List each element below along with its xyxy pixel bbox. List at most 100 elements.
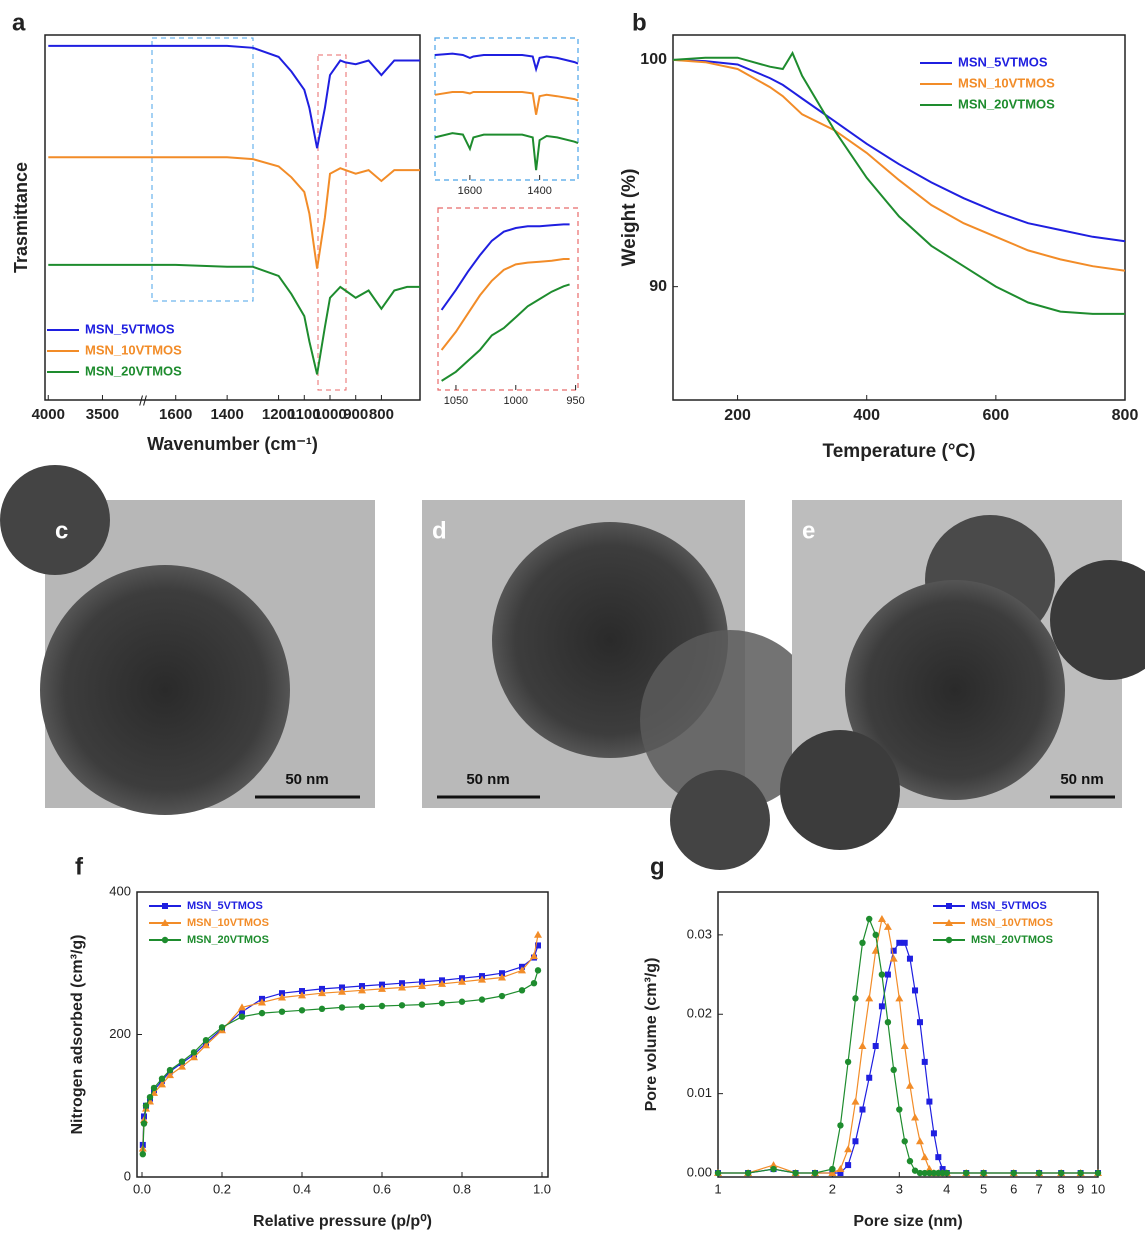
- legend-label: MSN_20VTMOS: [958, 96, 1055, 111]
- data-point: [745, 1170, 751, 1176]
- x-tick-label: 3500: [86, 406, 119, 423]
- data-point: [885, 972, 891, 978]
- x-tick-label: 1.0: [533, 1181, 551, 1196]
- data-point: [162, 903, 168, 909]
- series-line: [442, 259, 570, 350]
- series-line: [48, 265, 420, 375]
- scale-bar-label: 50 nm: [285, 771, 328, 788]
- x-tick-label: 0.0: [133, 1181, 151, 1196]
- series-line: [435, 133, 578, 170]
- data-point: [902, 940, 908, 946]
- data-point: [239, 1013, 245, 1019]
- data-point: [896, 940, 902, 946]
- data-point: [151, 1085, 157, 1091]
- data-point: [859, 940, 865, 946]
- x-tick-label: 200: [724, 407, 751, 424]
- series-line: [143, 935, 538, 1149]
- series-line: [143, 945, 538, 1145]
- data-point: [1095, 1170, 1101, 1176]
- data-point: [926, 1099, 932, 1105]
- x-tick-label: 0.4: [293, 1181, 311, 1196]
- x-tick-label: 1050: [444, 395, 468, 407]
- x-tick-label: 3: [896, 1181, 903, 1196]
- y-tick-label: 100: [640, 51, 667, 68]
- legend-label: MSN_5VTMOS: [85, 321, 175, 336]
- panel-label: e: [802, 517, 815, 544]
- data-point: [1077, 1170, 1083, 1176]
- plot-frame: [435, 38, 578, 180]
- data-point: [439, 1000, 445, 1006]
- x-axis-label: Wavenumber (cm⁻¹): [147, 434, 318, 454]
- y-tick-label: 200: [109, 1026, 131, 1041]
- data-point: [907, 1158, 913, 1164]
- x-axis-label: Pore size (nm): [853, 1213, 962, 1230]
- x-tick-label: 1000: [504, 395, 528, 407]
- legend-label: MSN_20VTMOS: [85, 363, 182, 378]
- data-point: [1036, 1170, 1042, 1176]
- data-point: [866, 916, 872, 922]
- y-tick-label: 0: [124, 1168, 131, 1183]
- legend-label: MSN_10VTMOS: [971, 917, 1053, 929]
- data-point: [845, 1162, 851, 1168]
- x-tick-label: 10: [1091, 1181, 1105, 1196]
- data-point: [836, 1165, 844, 1172]
- data-point: [922, 1059, 928, 1065]
- series-line: [718, 943, 1098, 1173]
- x-tick-label: 6: [1010, 1181, 1017, 1196]
- data-point: [963, 1170, 969, 1176]
- plot-frame: [438, 208, 578, 390]
- zoom-box: [152, 38, 253, 301]
- data-point: [946, 937, 952, 943]
- y-tick-label: 90: [649, 278, 667, 295]
- data-point: [852, 1138, 858, 1144]
- data-point: [191, 1049, 197, 1055]
- y-tick-label: 400: [109, 883, 131, 898]
- data-point: [931, 1130, 937, 1136]
- data-point: [906, 1082, 914, 1089]
- data-point: [917, 1019, 923, 1025]
- y-tick-label: 0.03: [687, 926, 712, 941]
- data-point: [878, 915, 886, 922]
- data-point: [935, 1154, 941, 1160]
- data-point: [534, 931, 542, 938]
- series-line: [673, 53, 1125, 314]
- scale-bar-label: 50 nm: [1060, 771, 1103, 788]
- data-point: [858, 1042, 866, 1049]
- y-tick-label: 0.00: [687, 1164, 712, 1179]
- series-line: [673, 60, 1125, 271]
- chart-panel: 20040060080090100Temperature (°C)Weight …: [619, 9, 1138, 462]
- y-tick-label: 0.01: [687, 1085, 712, 1100]
- data-point: [837, 1122, 843, 1128]
- panel-label: b: [632, 9, 647, 36]
- x-tick-label: 1000: [313, 406, 346, 423]
- data-point: [902, 1138, 908, 1144]
- data-point: [812, 1170, 818, 1176]
- data-point: [885, 1019, 891, 1025]
- x-tick-label: 1400: [210, 406, 243, 423]
- data-point: [1058, 1170, 1064, 1176]
- data-point: [770, 1166, 776, 1172]
- data-point: [944, 1170, 950, 1176]
- data-point: [901, 1042, 909, 1049]
- x-tick-label: 800: [1112, 407, 1139, 424]
- x-tick-label: 1600: [458, 185, 482, 197]
- data-point: [299, 1007, 305, 1013]
- x-tick-label: 0.8: [453, 1181, 471, 1196]
- data-point: [159, 1075, 165, 1081]
- legend-label: MSN_10VTMOS: [187, 917, 269, 929]
- x-tick-label: 0.2: [213, 1181, 231, 1196]
- y-tick-label: 0.02: [687, 1006, 712, 1021]
- x-tick-label: 9: [1077, 1181, 1084, 1196]
- panel-label: a: [12, 9, 26, 36]
- legend-label: MSN_5VTMOS: [958, 54, 1048, 69]
- data-point: [890, 955, 898, 962]
- x-axis-label: Relative pressure (p/p⁰): [253, 1213, 432, 1230]
- tem-image: d 50 nm: [422, 500, 820, 870]
- x-tick-label: 4: [943, 1181, 950, 1196]
- data-point: [259, 1010, 265, 1016]
- series-line: [435, 54, 578, 70]
